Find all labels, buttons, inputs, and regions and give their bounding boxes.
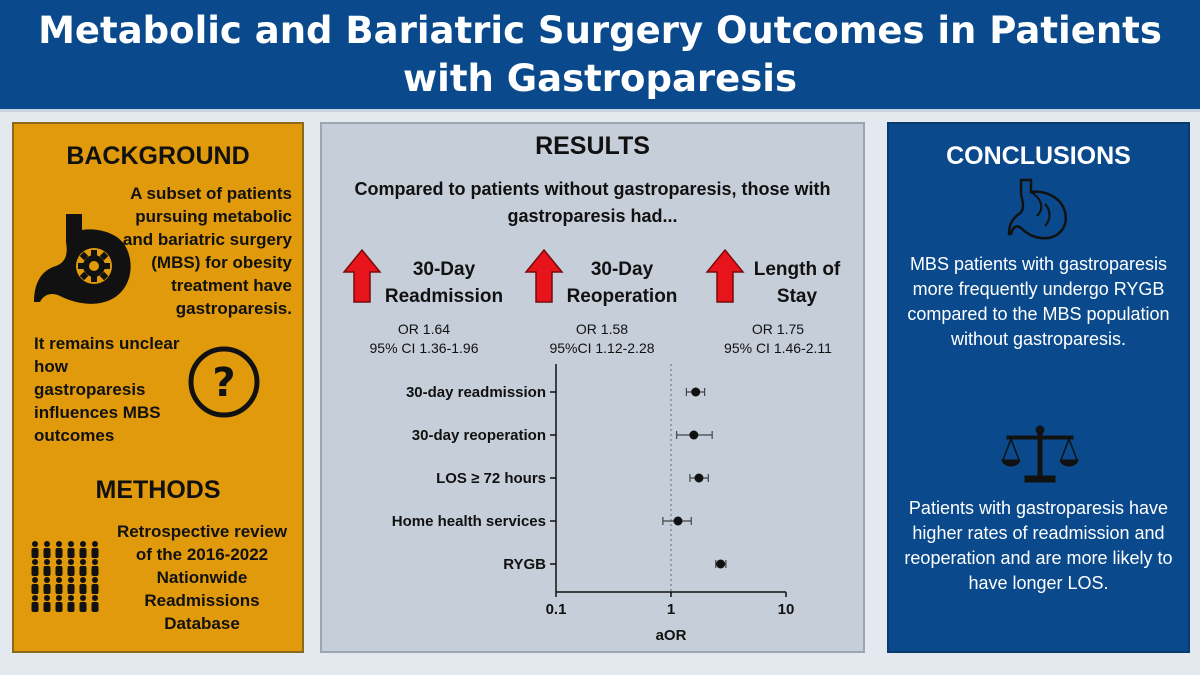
- outcome-readmission-label: 30-Day Readmission: [374, 256, 514, 310]
- conclusion-text-1: MBS patients with gastroparesis more fre…: [907, 254, 1170, 349]
- estimate-point: [694, 473, 704, 483]
- outcome-readmission-stats: OR 1.64 95% CI 1.36-1.96: [344, 320, 504, 358]
- outcome-los-line1: Length of: [753, 259, 841, 280]
- outcome-reoperation-line2: Reoperation: [566, 286, 678, 307]
- estimate-point: [691, 387, 701, 397]
- up-arrow-icon: [705, 248, 745, 303]
- outcome-los-line2: Stay: [776, 286, 818, 307]
- outcome-reoperation-stats: OR 1.58 95%CI 1.12-2.28: [522, 320, 682, 358]
- background-methods-panel: BACKGROUND A subset of patients pursuing…: [12, 122, 304, 653]
- row-label: 30-day readmission: [406, 384, 546, 401]
- row-label: 30-day reoperation: [412, 427, 546, 444]
- background-heading: BACKGROUND: [66, 142, 250, 170]
- results-heading: RESULTS: [535, 132, 650, 160]
- outcome-readmission-ci: 95% CI 1.36-1.96: [369, 340, 479, 356]
- row-label: Home health services: [392, 513, 546, 530]
- forest-plot: 0.1 1 10 aOR 30-day readmission 30-day reoper…: [392, 364, 795, 644]
- up-arrow-icon: [342, 248, 382, 303]
- methods-text: Retrospective review of the 2016-2022 Na…: [116, 522, 288, 633]
- results-subtitle: Compared to patients without gastropares…: [354, 179, 831, 226]
- outcome-los-ci: 95% CI 1.46-2.11: [724, 340, 832, 356]
- outcome-readmission-or: OR 1.64: [397, 321, 451, 337]
- outcome-reoperation-or: OR 1.58: [575, 321, 629, 337]
- methods-heading: METHODS: [95, 476, 221, 504]
- x-tick-label: 0.1: [546, 601, 567, 618]
- estimate-point: [673, 516, 683, 526]
- page-title: Metabolic and Bariatric Surgery Outcomes…: [38, 8, 1162, 100]
- conclusion-text-2: Patients with gastroparesis have higher …: [904, 498, 1173, 593]
- outcome-los-label: Length of Stay: [732, 256, 862, 310]
- outcome-los-or: OR 1.75: [751, 321, 805, 337]
- question-icon: ?: [188, 346, 260, 418]
- up-arrow-icon: [524, 248, 564, 303]
- background-text: A subset of patients pursuing metabolic …: [122, 184, 292, 318]
- outcome-readmission-line2: Readmission: [384, 286, 504, 307]
- x-tick-label: 1: [667, 601, 675, 618]
- conclusions-heading: CONCLUSIONS: [946, 142, 1131, 170]
- unclear-text: It remains unclear how gastroparesis inf…: [34, 334, 180, 445]
- outcome-reoperation-ci: 95%CI 1.12-2.28: [549, 340, 655, 356]
- results-panel: RESULTS Compared to patients without gas…: [320, 122, 865, 653]
- row-label: RYGB: [503, 556, 546, 573]
- x-axis-label: aOR: [656, 627, 687, 644]
- stomach-outline-icon: [1007, 178, 1068, 240]
- x-tick-label: 10: [778, 601, 795, 618]
- people-icon: [31, 541, 99, 612]
- stomach-gear-icon: [34, 214, 131, 304]
- header-banner: Metabolic and Bariatric Surgery Outcomes…: [0, 0, 1200, 112]
- outcome-reoperation-line1: 30-Day: [590, 259, 654, 280]
- outcome-los-stats: OR 1.75 95% CI 1.46-2.11: [698, 320, 858, 358]
- row-label: LOS ≥ 72 hours: [436, 470, 546, 487]
- estimate-point: [689, 430, 699, 440]
- conclusions-panel: CONCLUSIONS MBS patients with gastropare…: [887, 122, 1190, 653]
- svg-text:?: ?: [212, 360, 235, 406]
- outcome-reoperation-label: 30-Day Reoperation: [552, 256, 692, 310]
- scales-icon: [1001, 425, 1079, 483]
- estimate-point: [716, 559, 726, 569]
- outcome-readmission-line1: 30-Day: [412, 259, 476, 280]
